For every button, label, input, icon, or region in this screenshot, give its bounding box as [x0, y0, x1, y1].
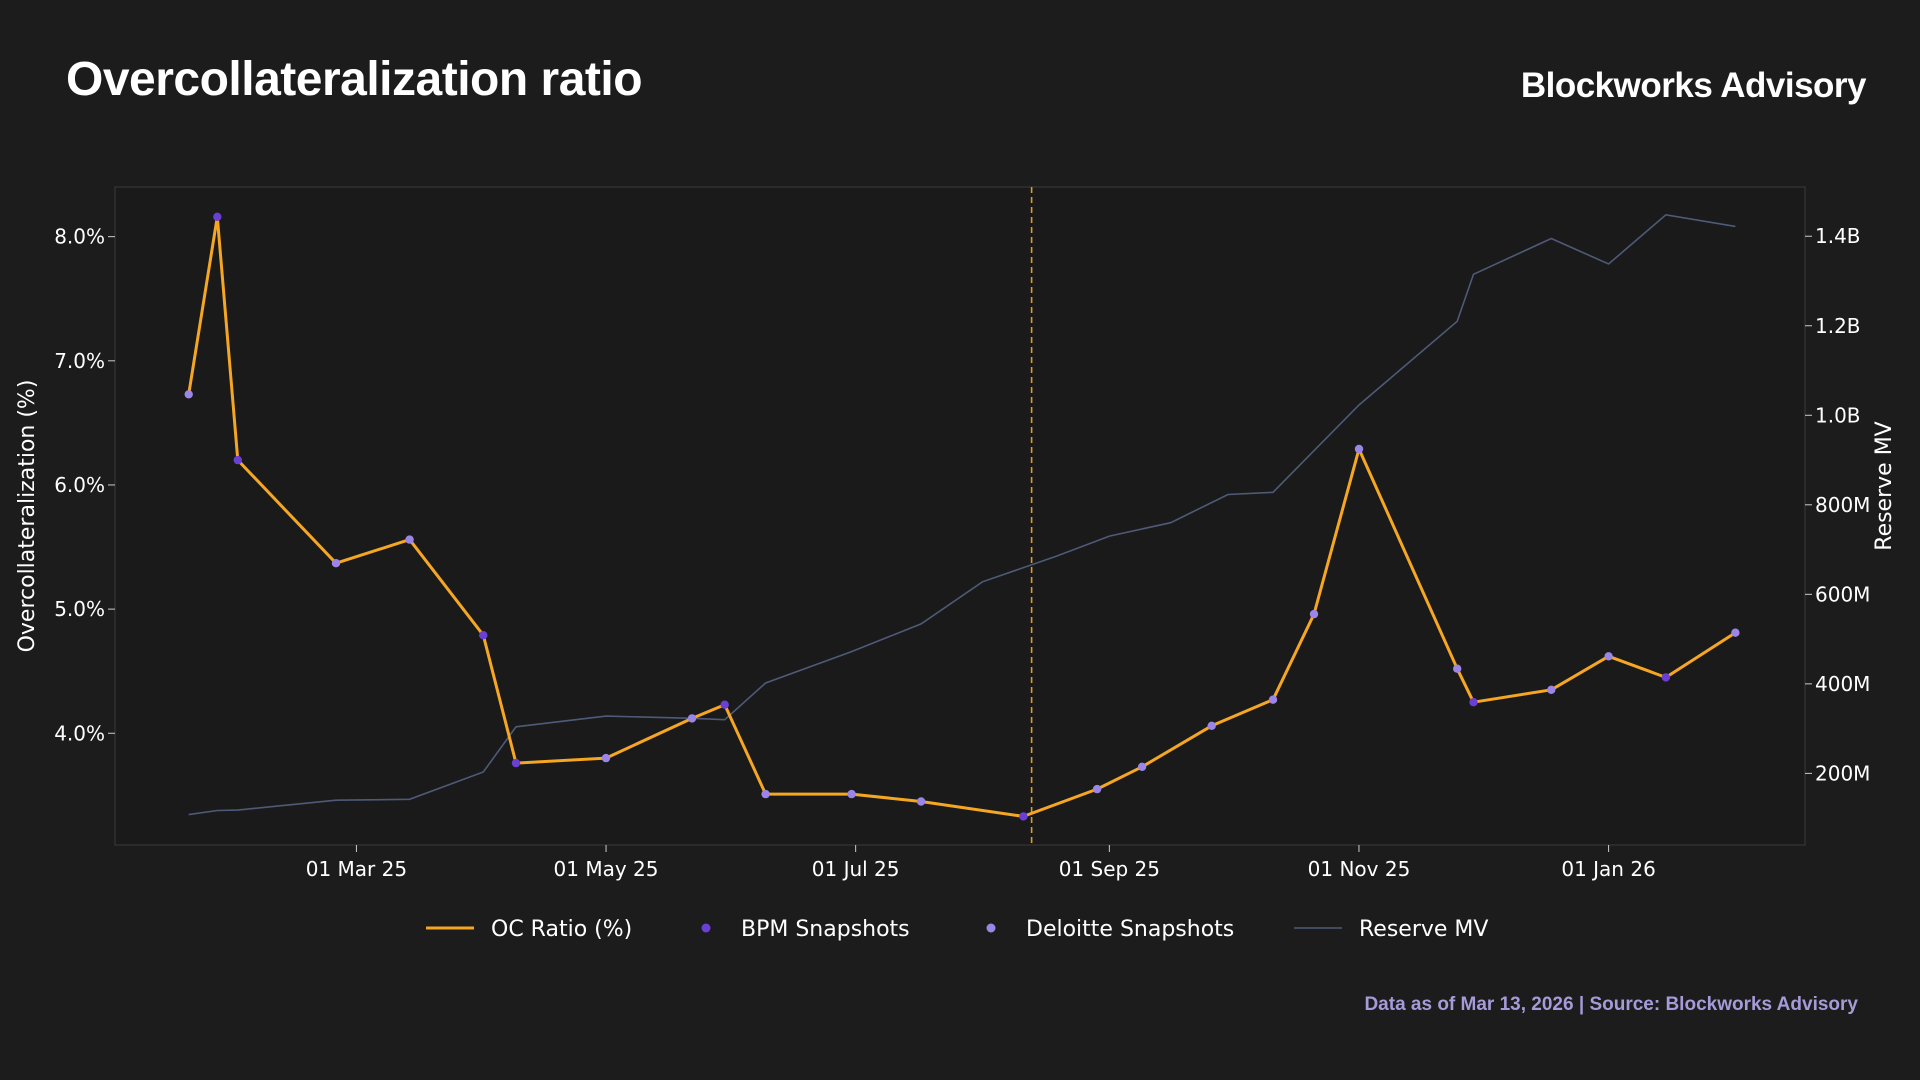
deloitte-snapshot-point: [1092, 784, 1102, 794]
deloitte-snapshot-point: [1547, 685, 1556, 694]
snapshot-points: [184, 212, 1740, 821]
oc-series: [187, 215, 1737, 818]
x-tick-label: 01 Sep 25: [1059, 857, 1160, 881]
right-tick-label: 1.4B: [1815, 224, 1861, 248]
deloitte-snapshot-point: [916, 797, 926, 806]
x-tick-label: 01 Nov 25: [1308, 857, 1411, 881]
bpm-snapshot-point: [233, 455, 242, 465]
right-tick-label: 600M: [1815, 582, 1870, 606]
deloitte-snapshot-point: [331, 559, 341, 568]
legend-label: Reserve MV: [1359, 917, 1488, 942]
brand-logo: Blockworks Advisory: [1520, 66, 1867, 105]
chart-title: Overcollateralization ratio: [66, 53, 643, 106]
source-note: Data as of Mar 13, 2026 | Source: Blockw…: [1364, 994, 1858, 1015]
x-tick-label: 01 Jul 25: [812, 857, 900, 881]
right-tick-label: 800M: [1815, 493, 1870, 517]
x-tick-label: 01 Jan 26: [1561, 857, 1655, 881]
deloitte-snapshot-point: [1207, 721, 1216, 730]
x-tick-label: 01 May 25: [554, 857, 659, 881]
deloitte-snapshot-point: [184, 390, 193, 399]
deloitte-snapshot-point: [687, 714, 697, 723]
y-axis-left-label: Overcollateralization (%): [15, 380, 40, 653]
legend-swatch: [701, 923, 711, 933]
deloitte-snapshot-point: [1268, 695, 1278, 704]
legend-swatch: [986, 923, 996, 933]
right-tick-label: 1.0B: [1815, 403, 1861, 427]
bpm-snapshot-point: [720, 700, 729, 709]
deloitte-snapshot-point: [1137, 762, 1147, 771]
left-tick-label: 4.0%: [54, 721, 105, 745]
bpm-snapshot-point: [1661, 673, 1671, 682]
x-axis: 01 Mar 25 01 May 25 01 Jul 25 01 Sep 25 01 N…: [306, 845, 1656, 881]
deloitte-snapshot-point: [1604, 652, 1613, 661]
deloitte-snapshot-point: [1309, 609, 1319, 619]
bpm-snapshot-point: [1019, 812, 1028, 821]
deloitte-snapshot-point: [1731, 628, 1740, 637]
legend-label: BPM Snapshots: [741, 917, 910, 942]
legend: OC Ratio (%) BPM Snapshots Deloitte Snapsh…: [426, 917, 1488, 942]
right-tick-label: 400M: [1815, 672, 1870, 696]
left-axis: 4.0% 5.0% 6.0% 7.0% 8.0%: [54, 225, 115, 745]
reserve-series: [188, 213, 1736, 816]
bpm-snapshot-point: [213, 212, 222, 221]
y-axis-right-label: Reserve MV: [1872, 421, 1897, 550]
deloitte-snapshot-point: [601, 753, 611, 763]
right-tick-label: 200M: [1815, 761, 1870, 785]
deloitte-snapshot-point: [761, 789, 770, 799]
deloitte-snapshot-point: [847, 789, 856, 799]
legend-label: OC Ratio (%): [491, 917, 632, 942]
plot-area: [114, 186, 1806, 846]
left-tick-label: 8.0%: [54, 225, 105, 249]
left-tick-label: 5.0%: [54, 597, 105, 621]
bpm-snapshot-point: [1469, 698, 1478, 707]
oc-ratio-line: [187, 215, 1737, 818]
x-tick-label: 01 Mar 25: [306, 857, 407, 881]
reserve-mv-line: [188, 213, 1736, 816]
right-axis: 200M 400M 600M 800M 1.0B 1.2B 1.4B: [1805, 224, 1870, 785]
deloitte-snapshot-point: [405, 535, 414, 544]
left-tick-label: 6.0%: [54, 473, 105, 497]
deloitte-snapshot-point: [1354, 444, 1364, 454]
right-tick-label: 1.2B: [1815, 314, 1861, 338]
legend-label: Deloitte Snapshots: [1026, 917, 1234, 942]
bpm-snapshot-point: [511, 758, 521, 768]
left-tick-label: 7.0%: [54, 349, 105, 373]
bpm-snapshot-point: [479, 631, 488, 640]
deloitte-snapshot-point: [1453, 664, 1462, 673]
